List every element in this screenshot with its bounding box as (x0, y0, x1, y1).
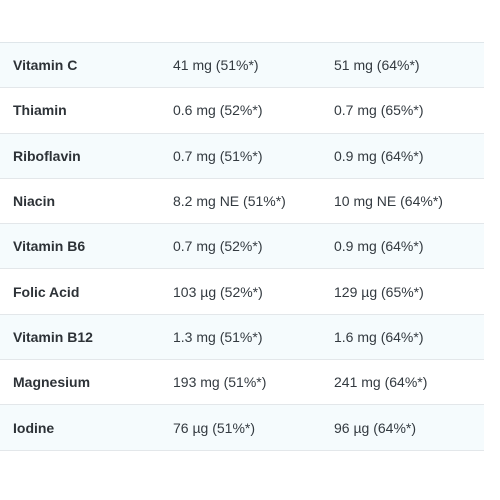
nutrient-value: 0.7 mg (65%*) (334, 102, 424, 119)
table-row: Iodine 76 µg (51%*) 96 µg (64%*) (0, 405, 484, 451)
nutrient-name: Thiamin (13, 102, 67, 119)
nutrient-name: Folic Acid (13, 283, 80, 300)
nutrient-value: 129 µg (65%*) (334, 283, 424, 300)
table-row: Vitamin B6 0.7 mg (52%*) 0.9 mg (64%*) (0, 224, 484, 270)
nutrient-name: Vitamin C (13, 57, 78, 74)
nutrient-value: 51 mg (64%*) (334, 57, 420, 74)
nutrient-value: 1.6 mg (64%*) (334, 328, 424, 345)
nutrition-table: Vitamin C 41 mg (51%*) 51 mg (64%*) Thia… (0, 42, 484, 451)
nutrient-value: 0.9 mg (64%*) (334, 238, 424, 255)
nutrient-value: 41 mg (51%*) (173, 57, 259, 74)
nutrient-value: 10 mg NE (64%*) (334, 193, 443, 210)
nutrient-value: 0.7 mg (51%*) (173, 147, 263, 164)
nutrient-name: Magnesium (13, 374, 91, 391)
nutrient-value: 76 µg (51%*) (173, 419, 255, 436)
table-row: Riboflavin 0.7 mg (51%*) 0.9 mg (64%*) (0, 133, 484, 179)
nutrient-value: 193 mg (51%*) (173, 374, 267, 391)
nutrient-name: Iodine (13, 419, 55, 436)
table-row: Vitamin C 41 mg (51%*) 51 mg (64%*) (0, 43, 484, 89)
nutrient-value: 0.6 mg (52%*) (173, 102, 263, 119)
table-row: Thiamin 0.6 mg (52%*) 0.7 mg (65%*) (0, 88, 484, 134)
nutrient-name: Vitamin B12 (13, 328, 93, 345)
nutrient-name: Vitamin B6 (13, 238, 86, 255)
nutrient-value: 8.2 mg NE (51%*) (173, 193, 286, 210)
nutrient-value: 96 µg (64%*) (334, 419, 416, 436)
nutrient-name: Niacin (13, 193, 56, 210)
table-row: Vitamin B12 1.3 mg (51%*) 1.6 mg (64%*) (0, 314, 484, 361)
table-row: Niacin 8.2 mg NE (51%*) 10 mg NE (64%*) (0, 179, 484, 225)
nutrient-name: Riboflavin (13, 147, 81, 164)
table-row: Folic Acid 103 µg (52%*) 129 µg (65%*) (0, 269, 484, 315)
nutrient-value: 0.7 mg (52%*) (173, 238, 263, 255)
nutrient-value: 1.3 mg (51%*) (173, 328, 263, 345)
nutrient-value: 241 mg (64%*) (334, 374, 428, 391)
nutrient-value: 103 µg (52%*) (173, 283, 263, 300)
nutrient-value: 0.9 mg (64%*) (334, 147, 424, 164)
table-row: Magnesium 193 mg (51%*) 241 mg (64%*) (0, 360, 484, 406)
